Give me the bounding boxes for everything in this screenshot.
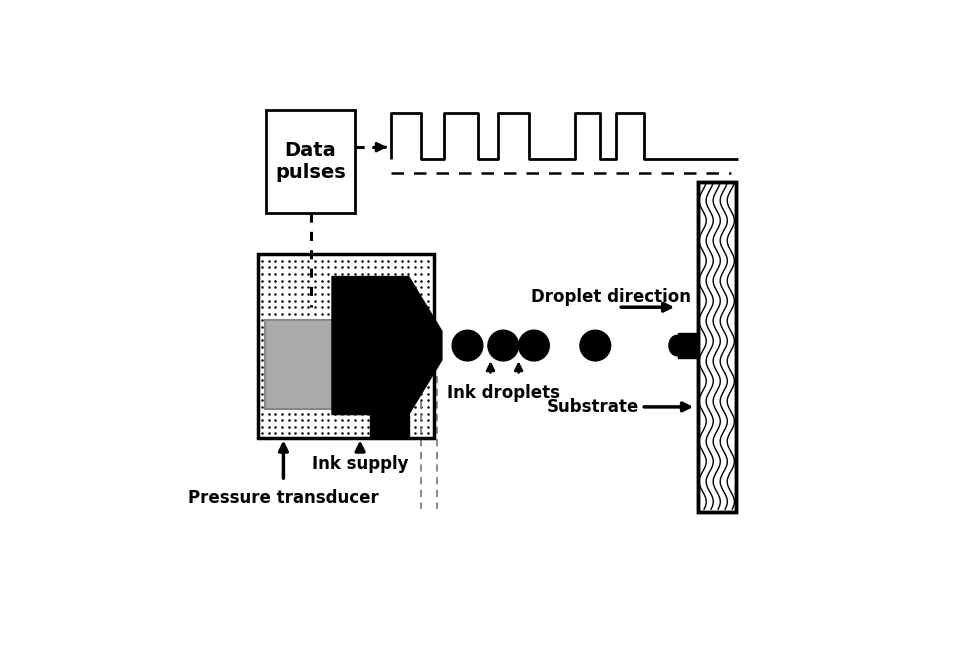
Text: Pressure transducer: Pressure transducer [188,489,379,507]
Ellipse shape [580,330,611,361]
Text: Substrate: Substrate [546,398,639,416]
Ellipse shape [488,330,519,361]
Text: Ink supply: Ink supply [312,456,408,473]
Ellipse shape [519,330,549,361]
Polygon shape [332,276,442,414]
Polygon shape [370,414,408,438]
Ellipse shape [452,330,483,361]
Bar [266,110,355,212]
Ellipse shape [669,335,685,356]
Bar [698,182,736,512]
Bar [698,182,736,512]
Bar [678,333,698,359]
Bar [258,254,434,438]
Bar [265,320,333,410]
Text: Data
pulses: Data pulses [275,141,346,182]
Text: Ink droplets: Ink droplets [446,384,560,402]
Text: Droplet direction: Droplet direction [531,288,692,306]
